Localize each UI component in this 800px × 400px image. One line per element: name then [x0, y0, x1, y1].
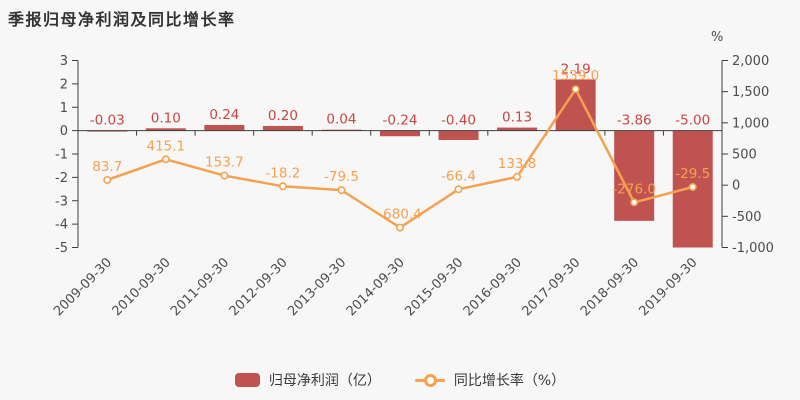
line-value-label: 83.7 — [92, 159, 122, 175]
x-tick-label: 2010-09-30 — [110, 255, 174, 319]
line-value-label: -79.5 — [324, 169, 359, 185]
right-axis-tick-label: 1,000 — [732, 116, 769, 131]
x-tick-label: 2011-09-30 — [168, 255, 232, 319]
line-value-label: -29.5 — [675, 166, 710, 182]
line-value-label: -680.4 — [378, 207, 422, 223]
right-axis-tick-label: -1,000 — [732, 241, 774, 256]
line-point — [454, 185, 463, 194]
x-tick-label: 2013-09-30 — [285, 255, 349, 319]
x-tick-label: 2019-09-30 — [637, 255, 701, 319]
line-point — [688, 183, 697, 192]
bar-value-label: -0.03 — [90, 113, 125, 129]
x-tick-label: 2017-09-30 — [519, 255, 583, 319]
bar — [262, 125, 303, 131]
line-point — [161, 155, 170, 164]
bar — [204, 125, 245, 131]
legend-item-net-profit[interactable]: 归母净利润（亿） — [234, 370, 381, 390]
chart-title: 季报归母净利润及同比增长率 — [8, 10, 236, 29]
bar-value-label: 2.19 — [561, 61, 591, 77]
line-point — [278, 182, 287, 191]
line-point — [571, 85, 580, 94]
legend-item-growth-rate[interactable]: 同比增长率（%） — [414, 370, 566, 390]
x-tick-label: 2018-09-30 — [578, 255, 642, 319]
line-point — [513, 172, 522, 181]
left-axis-tick-label: -5 — [55, 241, 68, 256]
left-axis-tick-label: 0 — [60, 124, 68, 139]
line-value-label: -18.2 — [265, 165, 300, 181]
left-axis-tick-label: -4 — [55, 218, 68, 233]
line-point — [337, 186, 346, 195]
left-axis-tick-label: 3 — [60, 54, 68, 69]
left-axis-tick-label: -2 — [55, 171, 68, 186]
bar-value-label: 0.20 — [268, 108, 298, 124]
x-tick-label: 2012-09-30 — [227, 255, 291, 319]
line-value-label: -276.0 — [612, 181, 656, 197]
bar — [380, 130, 420, 137]
bar-value-label: 0.04 — [326, 112, 356, 128]
right-axis-tick-label: 1,500 — [732, 85, 769, 100]
x-tick-label: 2016-09-30 — [461, 255, 525, 319]
line-value-label: 1539.0 — [552, 68, 599, 84]
bar-value-label: -3.86 — [617, 113, 652, 129]
line-value-label: 415.1 — [146, 138, 185, 154]
line-point — [395, 223, 404, 232]
left-axis-tick-label: -1 — [55, 148, 68, 163]
bar-value-label: 0.10 — [151, 110, 181, 126]
legend-label-growth-rate: 同比增长率（%） — [453, 373, 566, 389]
right-axis-tick-label: -500 — [732, 210, 762, 225]
line-series-swatch-icon — [414, 373, 445, 388]
line-point — [630, 198, 639, 207]
left-axis-tick-label: 1 — [60, 101, 68, 116]
line-point — [220, 171, 229, 180]
left-axis-tick-label: -3 — [55, 194, 68, 209]
right-axis-tick-label: 0 — [732, 179, 740, 194]
bar-value-label: -0.40 — [441, 113, 476, 129]
bar — [497, 127, 538, 131]
bar-series-swatch-icon — [234, 373, 260, 387]
right-axis-unit-label: % — [711, 30, 724, 45]
bar-value-label: 0.13 — [502, 110, 532, 126]
line-point — [103, 175, 112, 184]
left-axis-tick-label: 2 — [60, 77, 68, 92]
x-tick-label: 2014-09-30 — [344, 255, 408, 319]
line-value-label: 153.7 — [205, 155, 244, 171]
x-tick-label: 2009-09-30 — [51, 255, 115, 319]
x-tick-label: 2015-09-30 — [402, 255, 466, 319]
bar-value-label: -0.24 — [383, 113, 418, 129]
legend-label-net-profit: 归母净利润（亿） — [268, 373, 381, 389]
legend: 归母净利润（亿） 同比增长率（%） — [0, 370, 800, 390]
bar — [438, 130, 479, 140]
right-axis-tick-label: 500 — [732, 148, 757, 163]
line-value-label: -66.4 — [441, 168, 476, 184]
bar-value-label: 0.24 — [209, 107, 239, 123]
bar — [145, 128, 186, 131]
right-axis-tick-label: 2,000 — [732, 54, 769, 69]
line-value-label: 133.8 — [498, 156, 537, 172]
bar-value-label: -5.00 — [675, 113, 710, 129]
